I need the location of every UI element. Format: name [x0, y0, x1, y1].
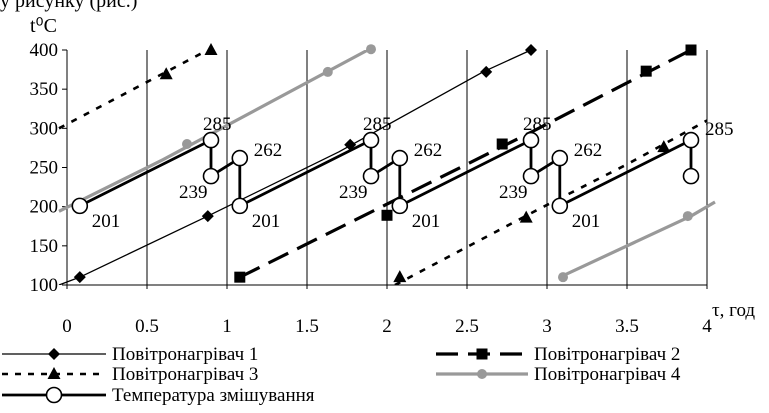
value-label: 285 — [705, 119, 734, 140]
x-tick-label: 3.5 — [615, 316, 639, 337]
data-point — [202, 131, 220, 149]
series-markers-2 — [234, 44, 697, 283]
data-point — [362, 131, 380, 149]
series-line — [58, 50, 369, 213]
data-point — [231, 197, 249, 215]
value-label: 262 — [414, 140, 443, 161]
legend-label: Температура змішування — [112, 385, 315, 406]
series-markers-1 — [73, 44, 537, 284]
legend: Повітронагрівач 1 Повітронагрівач 2Повітр… — [2, 344, 681, 406]
series-markers-4 — [182, 44, 693, 283]
x-tick-label: 1 — [222, 316, 232, 337]
legend-swatch-marker — [47, 367, 61, 379]
data-point — [522, 131, 540, 149]
legend-item: Повітронагрівач 1 — [2, 344, 258, 365]
y-tick-label: 250 — [30, 158, 59, 179]
data-point — [640, 65, 652, 77]
data-point — [682, 131, 700, 149]
data-point — [558, 272, 568, 283]
data-point — [366, 44, 376, 55]
value-label: 239 — [339, 182, 368, 203]
value-label: 201 — [572, 211, 601, 232]
series-line — [394, 119, 708, 285]
data-point — [551, 149, 569, 167]
data-point — [525, 44, 537, 56]
value-label: 239 — [179, 182, 208, 203]
x-tick-label: 3 — [542, 316, 552, 337]
plot-area — [58, 43, 716, 285]
y-tick-label: 200 — [30, 197, 59, 218]
legend-label: Повітронагрівач 2 — [534, 344, 680, 365]
series-2 — [239, 50, 692, 279]
data-point — [344, 138, 357, 151]
y-tick-label: 150 — [30, 236, 59, 257]
x-axis-label: τ, год — [712, 300, 755, 321]
data-point — [519, 210, 533, 223]
data-point — [204, 43, 218, 55]
legend-item: Повітронагрівач 3 — [2, 364, 258, 385]
axes: 100 150 200 250 300 350 400 0 0.5 1 1.5 2 2.5 3 3.5 4 — [30, 40, 713, 337]
data-point — [685, 44, 697, 56]
data-point — [522, 167, 540, 185]
x-tick-label: 0.5 — [135, 316, 159, 337]
value-label: 262 — [574, 140, 603, 161]
data-point — [202, 167, 220, 185]
legend-label: Повітронагрівач 1 — [112, 344, 258, 365]
legend-label: Повітронагрівач 3 — [112, 364, 258, 385]
legend-item: Температура змішування — [2, 385, 315, 406]
data-point — [322, 66, 333, 77]
value-label: 239 — [499, 182, 528, 203]
legend-swatch-marker — [476, 348, 488, 360]
data-point — [393, 270, 407, 283]
series-line — [239, 50, 692, 279]
data-point — [657, 140, 671, 153]
legend-item: Повітронагрівач 2 — [436, 344, 680, 365]
x-tick-label: 0 — [62, 316, 72, 337]
y-tick-label: 400 — [30, 40, 59, 61]
x-tick-label: 1.5 — [295, 316, 319, 337]
data-point — [182, 139, 192, 149]
data-point — [496, 138, 508, 150]
series-line — [58, 50, 209, 130]
data-point — [381, 209, 393, 221]
data-point — [71, 197, 89, 215]
series-3 — [58, 50, 708, 285]
data-point — [682, 211, 693, 222]
data-point — [391, 197, 409, 215]
data-point — [682, 167, 700, 185]
value-label: 201 — [92, 211, 121, 232]
data-point — [73, 271, 86, 284]
data-point — [201, 210, 214, 223]
y-tick-label: 350 — [30, 79, 59, 100]
data-point — [362, 167, 380, 185]
series-markers-5 — [71, 131, 700, 215]
data-point — [231, 149, 249, 167]
data-point — [551, 197, 569, 215]
data-point — [480, 65, 493, 78]
y-axis-label: t⁰C — [30, 15, 57, 37]
x-tick-label: 2 — [382, 316, 392, 337]
legend-swatch-marker — [477, 369, 487, 379]
y-tick-label: 100 — [30, 275, 59, 296]
value-label: 201 — [252, 211, 280, 232]
legend-item: Повітронагрівач 4 — [436, 364, 681, 385]
legend-swatch-marker — [48, 348, 60, 360]
value-label: 201 — [412, 211, 441, 232]
value-label: 285 — [523, 114, 552, 135]
series-markers-3 — [159, 43, 671, 283]
value-label: 285 — [203, 114, 232, 135]
data-point — [391, 149, 409, 167]
legend-swatch-marker — [45, 386, 63, 404]
legend-label: Повітронагрівач 4 — [534, 364, 681, 385]
header-fragment: у рисунку (рис.) — [0, 0, 138, 12]
x-tick-label: 2.5 — [455, 316, 479, 337]
data-point — [234, 271, 246, 283]
x-tick-label: 4 — [702, 316, 712, 337]
value-label: 285 — [363, 114, 392, 135]
y-tick-label: 300 — [30, 118, 59, 139]
value-label: 262 — [254, 140, 282, 161]
value-labels: 201 285 239 262 201 285 239 262 201 285 239 262 201 2… — [92, 114, 734, 232]
data-point — [159, 67, 173, 80]
